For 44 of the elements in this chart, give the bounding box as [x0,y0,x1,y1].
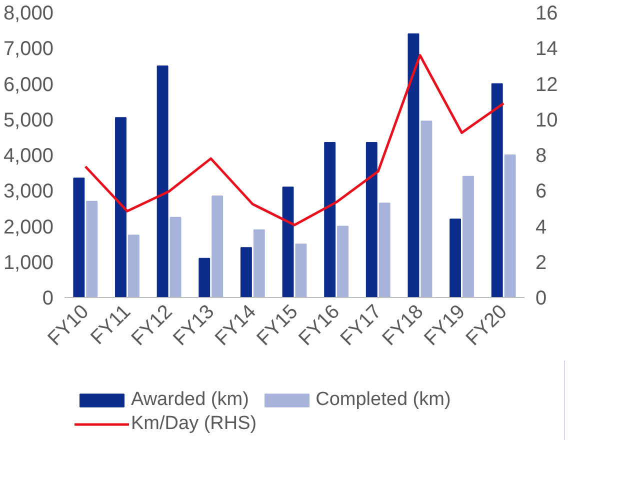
bar [128,234,140,298]
bar [420,120,432,298]
legend-label: Completed (km) [316,389,451,411]
y2-tick-label: 4 [536,216,547,238]
y-tick-label: 8,000 [3,2,54,24]
bar [212,195,224,298]
y-tick-label: 2,000 [3,216,54,238]
y2-tick-label: 12 [536,74,558,96]
y-tick-label: 7,000 [3,38,54,60]
y-tick-label: 5,000 [3,109,54,132]
y2-tick-label: 10 [536,109,558,132]
bar [408,33,420,298]
bar [282,186,294,298]
legend-label: Km/Day (RHS) [131,413,257,435]
y2-tick-label: 6 [536,180,547,203]
bar [450,218,462,298]
y2-tick-label: 0 [536,288,547,310]
y-tick-label: 0 [42,288,54,310]
bar [115,117,126,298]
bar [253,229,265,298]
bar [491,83,503,298]
bar [378,202,390,298]
bar [86,200,98,298]
line-series [84,54,505,226]
y-tick-label: 6,000 [3,74,54,96]
bar [366,142,378,298]
bar [170,216,182,298]
y-tick-label: 3,000 [3,180,54,203]
bar [198,258,210,298]
bar [73,178,85,298]
y-tick-label: 4,000 [3,145,54,167]
y2-tick-label: 14 [536,38,558,60]
bar [295,244,307,298]
bar [156,65,168,298]
bar [240,247,252,298]
bar [504,154,516,298]
bar [324,142,336,298]
bar [462,176,474,298]
y-tick-label: 1,000 [3,252,54,274]
bar [337,226,349,298]
y2-tick-label: 16 [536,2,558,24]
y2-tick-label: 8 [536,145,547,167]
legend-label: Awarded (km) [131,389,249,411]
y2-tick-label: 2 [536,252,547,274]
